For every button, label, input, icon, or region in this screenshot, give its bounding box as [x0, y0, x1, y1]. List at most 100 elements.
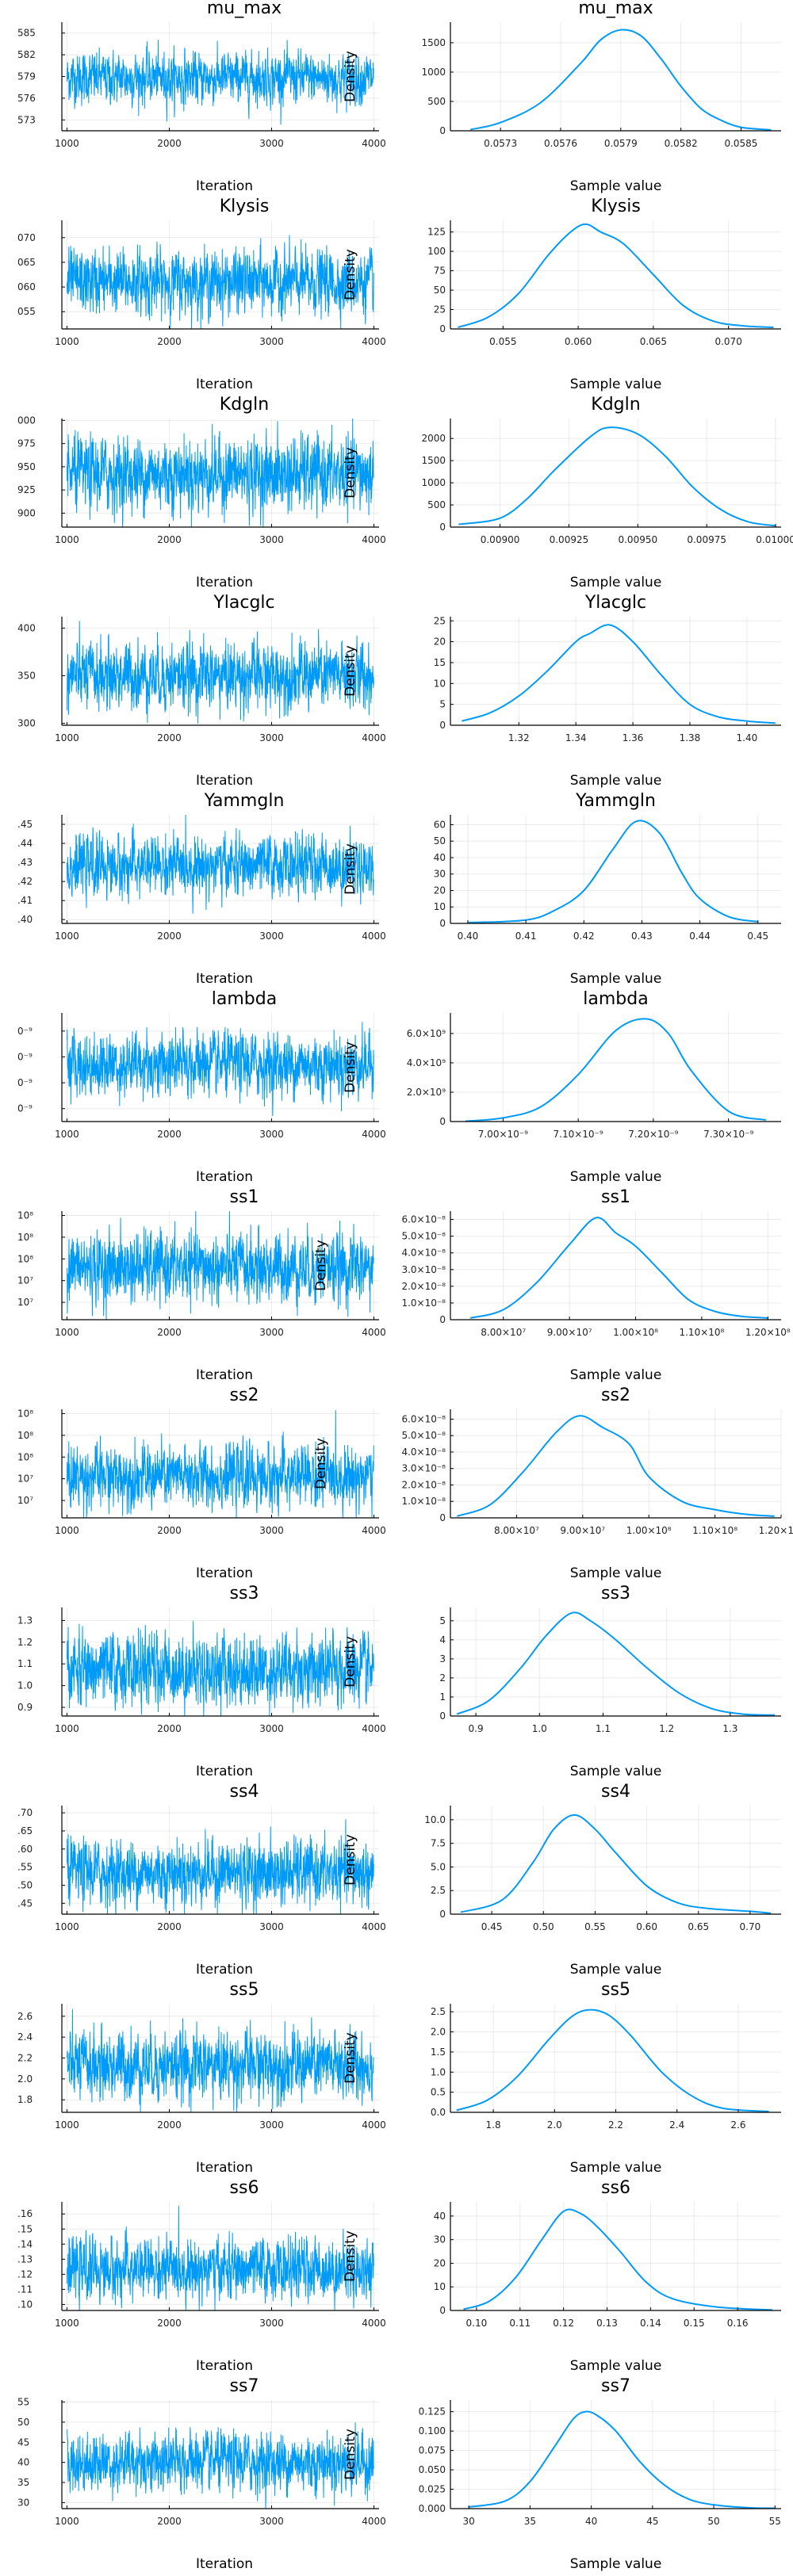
- x-tick-label: 9.00×10⁷: [560, 1525, 605, 1536]
- x-tick-label: 1.36: [623, 732, 644, 743]
- panel-Kdgln: Kdgln 1000 2000 3000 4000 900 925 950 975 000 Iter…: [17, 395, 793, 590]
- y-tick-label: 45: [17, 2436, 29, 2448]
- x-tick-label: 1000: [55, 1129, 79, 1140]
- y-tick-label: 0.050: [419, 2464, 446, 2475]
- y-tick-label: 065: [17, 257, 36, 268]
- y-tick-label: 2.0: [431, 2027, 446, 2038]
- x-tick-label: 0.00975: [687, 534, 726, 545]
- y-tick-label: 40: [434, 852, 446, 863]
- trace-xlabel: Iteration: [196, 575, 253, 590]
- density-ylabel: Density: [343, 1636, 358, 1687]
- trace-xlabel: Iteration: [196, 1764, 253, 1779]
- x-tick-label: 0.0582: [665, 138, 698, 149]
- y-tick-label: 0.5: [431, 2087, 446, 2098]
- x-tick-label: 2000: [157, 336, 182, 347]
- y-tick-label: 975: [17, 438, 36, 449]
- trace-title: ss3: [230, 1584, 259, 1603]
- trace-series: [67, 2008, 374, 2113]
- x-tick-label: 0.55: [584, 1921, 606, 1932]
- x-tick-label: 2.4: [669, 2119, 684, 2131]
- y-tick-label: .42: [17, 876, 33, 887]
- trace-plot-ss6: ss6 1000 2000 3000 4000 .10 .11 .12 .13 .14 .15 .16…: [17, 2178, 386, 2374]
- density-title: ss2: [601, 1385, 630, 1405]
- density-ylabel: Density: [313, 1438, 329, 1489]
- y-tick-label: 4: [439, 1634, 446, 1645]
- y-tick-label: 5: [439, 699, 446, 710]
- trace-title: Kdgln: [220, 395, 269, 415]
- trace-plot-mu_max: mu_max 1000 2000 3000 4000 573 576 579 582 585 Ite…: [17, 0, 386, 194]
- y-tick-label: .50: [17, 1879, 33, 1890]
- y-tick-label: 35: [17, 2477, 29, 2488]
- x-tick-label: 0.65: [688, 1921, 709, 1932]
- x-tick-label: 0.065: [640, 336, 667, 347]
- y-tick-label: 10: [434, 2281, 446, 2292]
- density-ylabel: Density: [343, 645, 358, 697]
- y-tick-label: 50: [434, 285, 446, 296]
- y-tick-label: 0.000: [419, 2503, 446, 2514]
- y-tick-label: 2000: [421, 433, 446, 444]
- density-ylabel: Density: [343, 447, 358, 499]
- y-tick-label: 2: [439, 1672, 446, 1684]
- panel-mu_max: mu_max 1000 2000 3000 4000 573 576 579 582 585 Ite…: [17, 0, 781, 194]
- x-tick-label: 7.00×10⁻⁹: [478, 1129, 528, 1140]
- y-tick-label: 1.0×10⁻⁸: [401, 1496, 446, 1507]
- trace-series: [67, 621, 374, 724]
- density-ylabel: Density: [343, 51, 358, 102]
- y-tick-label: 070: [17, 232, 36, 243]
- x-tick-label: 35: [524, 2516, 536, 2527]
- panel-ss7: ss7 1000 2000 3000 4000 30 35 40 45 50 55 Iteration…: [17, 2376, 781, 2572]
- x-tick-label: 0.43: [631, 931, 653, 942]
- x-tick-label: 0.50: [533, 1921, 554, 1932]
- density-plot-Yammgln: Yammgln 0.40 0.41 0.42 0.43 0.44 0.45 0 10 20 30 40…: [343, 791, 781, 987]
- panel-ss4: ss4 1000 2000 3000 4000 .45 .50 .55 .60 .65 .70 Ite…: [17, 1782, 781, 1978]
- trace-xlabel: Iteration: [196, 971, 253, 987]
- y-tick-label: 582: [17, 49, 36, 60]
- density-curve: [467, 820, 758, 923]
- y-tick-label: 2.5: [431, 2006, 446, 2017]
- y-tick-label: 0⁻⁹: [17, 1051, 33, 1062]
- density-xlabel: Sample value: [570, 2160, 662, 2176]
- x-tick-label: 30: [463, 2516, 475, 2527]
- y-tick-label: 0⁻⁹: [17, 1103, 33, 1114]
- y-tick-label: 1.0×10⁻⁸: [401, 1298, 446, 1309]
- x-tick-label: 1.34: [565, 732, 587, 743]
- x-tick-label: 1000: [55, 1921, 79, 1932]
- y-tick-label: 60: [434, 819, 446, 830]
- y-tick-label: 10⁸: [17, 1253, 33, 1264]
- y-tick-label: .70: [17, 1807, 33, 1818]
- density-xlabel: Sample value: [570, 1764, 662, 1779]
- trace-title: Klysis: [220, 197, 270, 216]
- x-tick-label: 0.070: [714, 336, 741, 347]
- y-tick-label: 1.2: [17, 1637, 33, 1648]
- trace-series: [67, 1819, 374, 1915]
- x-tick-label: 4000: [362, 1129, 386, 1140]
- y-tick-label: 50: [434, 835, 446, 847]
- density-plot-mu_max: mu_max 0.0573 0.0576 0.0579 0.0582 0.0585 0 500…: [343, 0, 781, 194]
- density-curve: [456, 1415, 775, 1517]
- y-tick-label: 5: [439, 1615, 446, 1626]
- trace-xlabel: Iteration: [196, 178, 253, 194]
- y-tick-label: 300: [17, 718, 36, 729]
- x-tick-label: 50: [707, 2516, 719, 2527]
- x-tick-label: 1000: [55, 138, 79, 149]
- y-tick-label: 10⁸: [17, 1408, 33, 1419]
- x-tick-label: 1.0: [532, 1723, 547, 1734]
- y-tick-label: 500: [427, 96, 446, 107]
- density-xlabel: Sample value: [570, 2358, 662, 2374]
- y-tick-label: 10⁷: [17, 1473, 33, 1485]
- density-xlabel: Sample value: [570, 1565, 662, 1581]
- y-tick-label: 10⁷: [17, 1275, 33, 1286]
- x-tick-label: 1.20×10⁸: [745, 1327, 791, 1338]
- x-tick-label: 0.9: [469, 1723, 484, 1734]
- x-tick-label: 0.00925: [550, 534, 589, 545]
- x-tick-label: 0.060: [565, 336, 592, 347]
- density-title: Ylacglc: [584, 593, 646, 613]
- density-ylabel: Density: [313, 1240, 329, 1291]
- trace-plot-Yammgln: Yammgln 1000 2000 3000 4000 .40 .41 .42 .43 .44 .4…: [17, 791, 386, 987]
- density-title: ss4: [601, 1782, 630, 1802]
- density-curve: [456, 1611, 776, 1716]
- trace-plot-Kdgln: Kdgln 1000 2000 3000 4000 900 925 950 975 000 Iter…: [17, 395, 386, 590]
- density-curve: [456, 2008, 769, 2112]
- density-curve: [458, 426, 776, 527]
